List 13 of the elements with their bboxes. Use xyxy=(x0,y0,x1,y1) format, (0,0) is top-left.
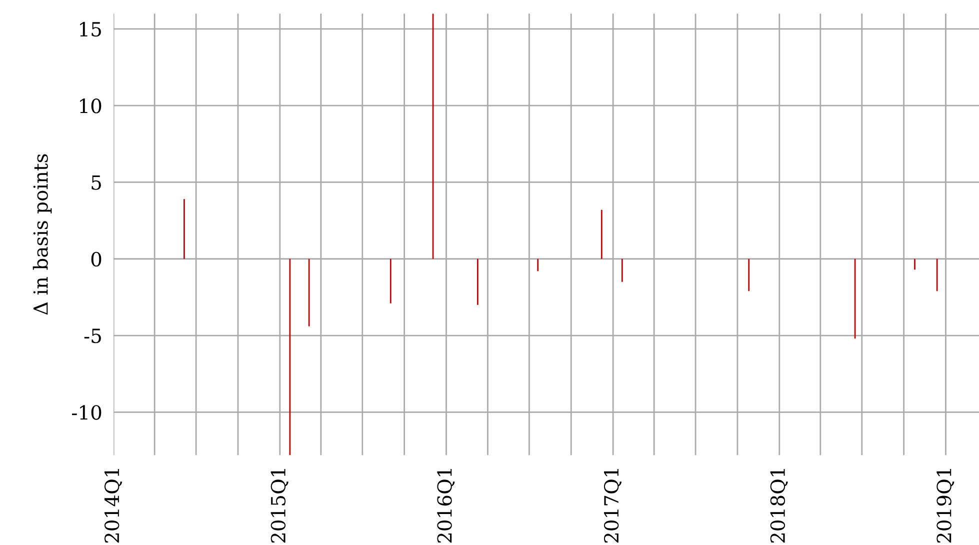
y-tick-label: 5 xyxy=(92,175,101,190)
x-tick-label: 2018Q1 xyxy=(770,468,788,543)
x-tick-label: 2014Q1 xyxy=(104,468,122,543)
y-tick-label: -5 xyxy=(84,328,101,344)
x-tick-label: 2019Q1 xyxy=(936,468,954,543)
y-tick-label: -10 xyxy=(72,405,102,420)
x-tick-label: 2015Q1 xyxy=(270,468,288,543)
x-tick-label: 2017Q1 xyxy=(604,468,622,543)
x-tick-label: 2016Q1 xyxy=(437,468,455,543)
y-tick-label: 10 xyxy=(80,98,102,114)
y-tick-label: 0 xyxy=(91,252,102,267)
y-tick-label: 15 xyxy=(80,22,101,37)
y-axis-title: Δ in basis points xyxy=(32,154,52,315)
